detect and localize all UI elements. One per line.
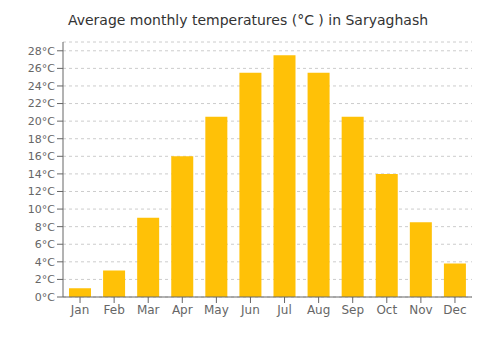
svg-text:4°C: 4°C (35, 256, 55, 269)
svg-text:Jun: Jun (240, 303, 260, 317)
svg-text:6°C: 6°C (35, 238, 55, 251)
svg-text:28°C: 28°C (28, 45, 55, 58)
svg-text:Apr: Apr (172, 303, 193, 317)
svg-text:12°C: 12°C (28, 185, 55, 198)
svg-text:Nov: Nov (409, 303, 432, 317)
svg-text:0°C: 0°C (35, 291, 55, 304)
svg-text:16°C: 16°C (28, 150, 55, 163)
svg-text:Jul: Jul (276, 303, 291, 317)
svg-text:22°C: 22°C (28, 97, 55, 110)
svg-text:26°C: 26°C (28, 62, 55, 75)
svg-text:Sep: Sep (341, 303, 364, 317)
svg-text:10°C: 10°C (28, 203, 55, 216)
svg-text:14°C: 14°C (28, 168, 55, 181)
svg-text:Dec: Dec (443, 303, 466, 317)
svg-text:2°C: 2°C (35, 273, 55, 286)
svg-text:May: May (204, 303, 229, 317)
svg-text:24°C: 24°C (28, 80, 55, 93)
svg-text:Mar: Mar (137, 303, 160, 317)
svg-text:Oct: Oct (376, 303, 397, 317)
svg-text:8°C: 8°C (35, 221, 55, 234)
html-text:Average monthly temperatures (: Average monthly temperatures (°C ) in Sa… (67, 12, 429, 28)
svg-text:Feb: Feb (104, 303, 125, 317)
svg-text:20°C: 20°C (28, 115, 55, 128)
svg-text:Aug: Aug (307, 303, 330, 317)
svg-text:18°C: 18°C (28, 133, 55, 146)
svg-text:Jan: Jan (70, 303, 90, 317)
